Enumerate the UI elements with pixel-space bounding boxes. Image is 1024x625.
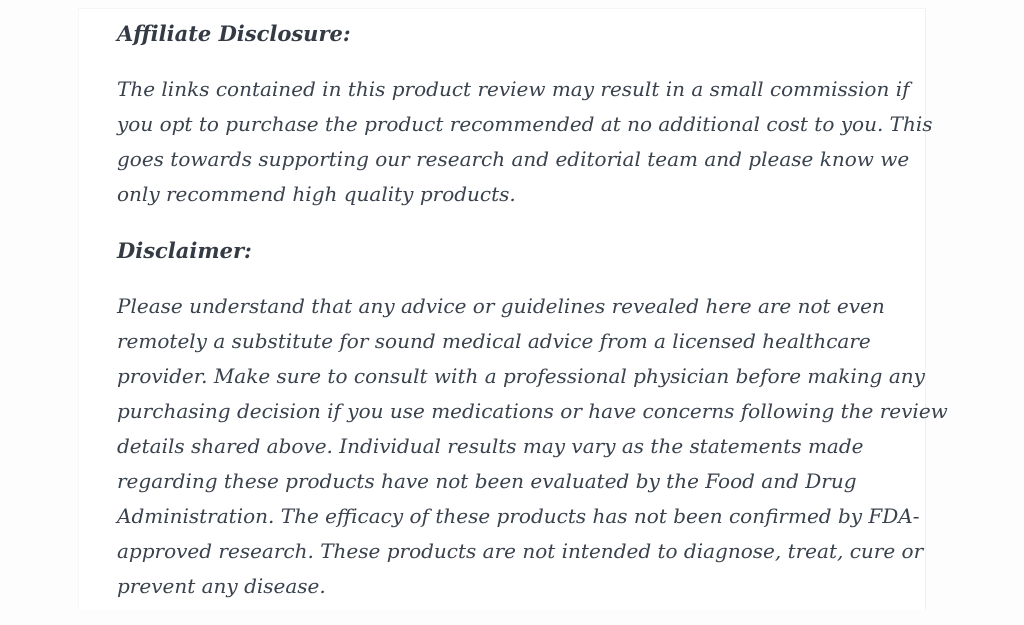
content-card xyxy=(78,8,926,610)
affiliate-disclosure-paragraph: The links contained in this product revi… xyxy=(117,72,933,212)
text-line: provider. Make sure to consult with a pr… xyxy=(117,364,925,388)
affiliate-disclosure-heading: Affiliate Disclosure: xyxy=(117,21,351,46)
disclaimer-heading: Disclaimer: xyxy=(117,238,252,263)
text-line: purchasing decision if you use medicatio… xyxy=(117,399,948,423)
text-line: remotely a substitute for sound medical … xyxy=(117,329,871,353)
text-line: regarding these products have not been e… xyxy=(117,469,857,493)
text-line: prevent any disease. xyxy=(117,574,326,598)
text-line: goes towards supporting our research and… xyxy=(117,147,910,171)
text-line: Please understand that any advice or gui… xyxy=(117,294,885,318)
text-line: only recommend high quality products. xyxy=(117,182,516,206)
article: Affiliate Disclosure: The links containe… xyxy=(117,0,948,625)
text-line: details shared above. Individual results… xyxy=(117,434,864,458)
disclaimer-section: Disclaimer: Please understand that any a… xyxy=(117,233,948,604)
text-line: you opt to purchase the product recommen… xyxy=(117,112,933,136)
text-line: approved research. These products are no… xyxy=(117,539,924,563)
text-line: Administration. The efficacy of these pr… xyxy=(117,504,920,528)
text-line: The links contained in this product revi… xyxy=(117,77,910,101)
affiliate-disclosure-section: Affiliate Disclosure: The links containe… xyxy=(117,16,933,212)
disclaimer-paragraph: Please understand that any advice or gui… xyxy=(117,289,948,604)
